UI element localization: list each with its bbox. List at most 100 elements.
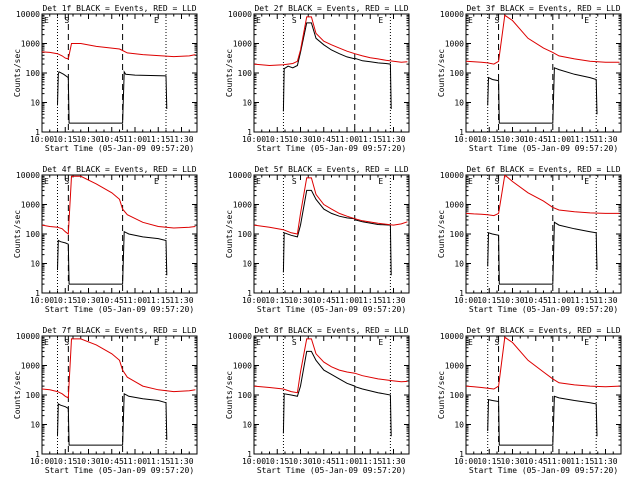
y-tick-label: 100 — [450, 230, 465, 239]
y-tick-label: 100 — [26, 391, 41, 400]
x-tick-label: 10:00 — [454, 135, 478, 144]
y-axis-label: Counts/sec — [13, 210, 22, 258]
detector-panel-1: Det 1f BLACK = Events, RED = LLD 1 10 100 10… — [13, 4, 198, 153]
y-tick-label: 10000 — [16, 171, 40, 180]
x-tick-label: 11:00 — [335, 296, 359, 305]
y-tick-label: 1000 — [445, 362, 464, 371]
x-tick-label: 10:15 — [53, 457, 77, 466]
end-marker-left: E — [468, 338, 473, 347]
events-series-line — [282, 350, 392, 437]
x-tick-label: 10:30 — [76, 135, 100, 144]
x-tick-label: 10:45 — [524, 457, 548, 466]
x-tick-label: 11:15 — [358, 457, 382, 466]
x-tick-label: 10:30 — [500, 457, 524, 466]
x-tick-label: 11:15 — [570, 135, 594, 144]
events-series-line — [282, 189, 392, 276]
detector-panel-6: Det 6f BLACK = Events, RED = LLD 1 10 100 10… — [437, 165, 622, 314]
detector-panel-4: Det 4f BLACK = Events, RED = LLD 1 10 100 10… — [13, 165, 198, 314]
events-series-line — [487, 67, 598, 124]
detector-panel-2: Det 2f BLACK = Events, RED = LLD 1 10 100 10… — [225, 4, 410, 153]
start-marker: S — [64, 177, 69, 186]
x-tick-label: 10:45 — [524, 135, 548, 144]
x-tick-label: 10:00 — [242, 135, 266, 144]
y-tick-label: 1 — [247, 289, 252, 298]
y-axis-label: Counts/sec — [225, 371, 234, 419]
x-tick-label: 11:15 — [146, 457, 170, 466]
x-tick-label: 10:15 — [265, 457, 289, 466]
y-tick-label: 10000 — [228, 171, 252, 180]
y-tick-label: 10 — [454, 260, 464, 269]
x-tick-label: 10:15 — [477, 457, 501, 466]
lld-series-line — [42, 43, 196, 60]
events-series-line — [487, 221, 598, 285]
x-tick-label: 10:15 — [477, 135, 501, 144]
lld-series-line — [254, 177, 408, 235]
x-tick-label: 10:30 — [500, 296, 524, 305]
panel-title: Det 9f BLACK = Events, RED = LLD — [466, 326, 620, 335]
plot-frame — [253, 174, 410, 294]
end-marker-right: E — [584, 177, 589, 186]
end-marker-left: E — [44, 16, 49, 25]
panel-title: Det 6f BLACK = Events, RED = LLD — [466, 165, 620, 174]
y-tick-label: 10 — [242, 421, 252, 430]
lld-series-line — [466, 175, 620, 217]
start-marker: S — [495, 338, 500, 347]
x-tick-label: 10:00 — [242, 296, 266, 305]
panel-title: Det 4f BLACK = Events, RED = LLD — [42, 165, 196, 174]
x-tick-label: 11:15 — [570, 296, 594, 305]
x-tick-label: 10:30 — [76, 296, 100, 305]
x-tick-label: 11:00 — [123, 135, 147, 144]
panel-title: Det 8f BLACK = Events, RED = LLD — [254, 326, 408, 335]
lld-series-line — [42, 175, 196, 235]
end-marker-right: E — [154, 16, 159, 25]
x-tick-label: 10:30 — [500, 135, 524, 144]
y-tick-label: 1000 — [233, 362, 252, 371]
y-tick-label: 100 — [450, 391, 465, 400]
y-tick-label: 1000 — [21, 40, 40, 49]
x-tick-label: 11:00 — [335, 457, 359, 466]
y-tick-label: 10000 — [16, 332, 40, 341]
lld-series-line — [254, 338, 408, 394]
y-tick-label: 10000 — [440, 332, 464, 341]
start-marker: S — [292, 16, 297, 25]
x-tick-label: 10:00 — [30, 135, 54, 144]
start-marker: S — [64, 338, 69, 347]
y-tick-label: 1 — [247, 128, 252, 137]
plot-frame — [253, 13, 410, 133]
y-tick-label: 1 — [35, 128, 40, 137]
y-tick-label: 1 — [459, 289, 464, 298]
x-tick-label: 10:00 — [30, 457, 54, 466]
events-series-line — [57, 230, 168, 285]
panel-title: Det 2f BLACK = Events, RED = LLD — [254, 4, 408, 13]
x-axis-label: Start Time (05-Jan-09 09:57:20) — [45, 144, 194, 153]
y-tick-label: 1 — [35, 450, 40, 459]
end-marker-right: E — [154, 338, 159, 347]
end-marker-right: E — [154, 177, 159, 186]
plot-frame — [253, 335, 410, 455]
x-tick-label: 10:30 — [288, 457, 312, 466]
x-tick-label: 11:30 — [593, 457, 617, 466]
x-tick-label: 10:30 — [76, 457, 100, 466]
lld-series-line — [466, 14, 620, 65]
y-axis-label: Counts/sec — [437, 371, 446, 419]
x-tick-label: 10:00 — [454, 457, 478, 466]
lld-series-line — [254, 16, 408, 67]
x-tick-label: 10:45 — [312, 296, 336, 305]
x-tick-label: 10:45 — [312, 135, 336, 144]
x-tick-label: 11:30 — [593, 135, 617, 144]
x-tick-label: 11:15 — [358, 296, 382, 305]
x-tick-label: 11:30 — [169, 296, 193, 305]
y-tick-label: 100 — [238, 69, 253, 78]
y-tick-label: 1 — [35, 289, 40, 298]
y-tick-label: 10 — [242, 99, 252, 108]
x-tick-label: 11:00 — [547, 135, 571, 144]
events-series-line — [57, 392, 168, 446]
x-tick-label: 10:30 — [288, 296, 312, 305]
x-axis-label: Start Time (05-Jan-09 09:57:20) — [257, 144, 406, 153]
x-tick-label: 11:30 — [593, 296, 617, 305]
x-tick-label: 11:15 — [146, 135, 170, 144]
y-tick-label: 100 — [26, 69, 41, 78]
panel-title: Det 3f BLACK = Events, RED = LLD — [466, 4, 620, 13]
panel-title: Det 7f BLACK = Events, RED = LLD — [42, 326, 196, 335]
x-axis-label: Start Time (05-Jan-09 09:57:20) — [257, 305, 406, 314]
